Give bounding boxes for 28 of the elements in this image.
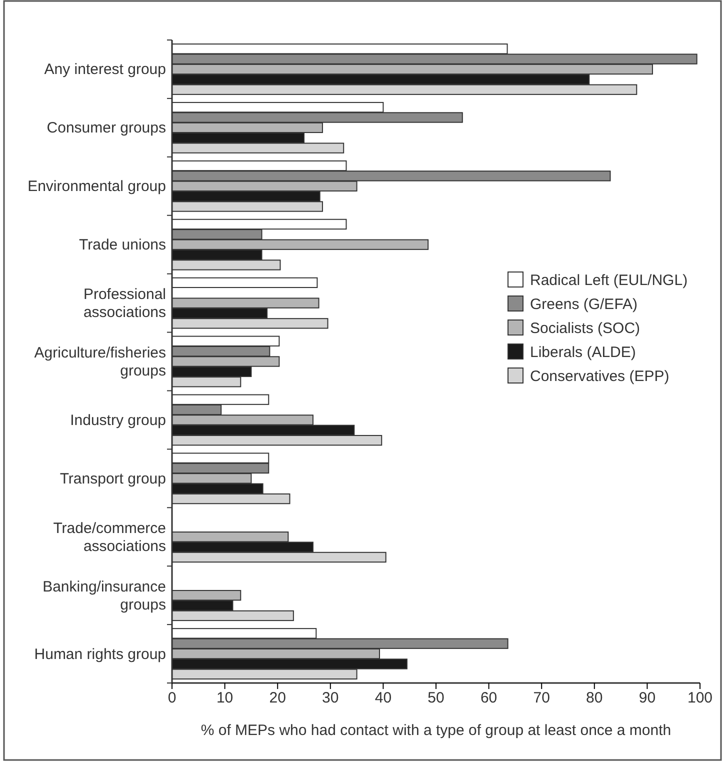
y-tick-label: Industry group (70, 412, 166, 429)
x-tick-label: 50 (428, 690, 444, 707)
legend-label: Greens (G/EFA) (530, 296, 638, 313)
x-tick-label: 40 (374, 690, 392, 707)
y-tick-label: Human rights group (34, 646, 166, 663)
legend-label: Liberals (ALDE) (530, 344, 636, 361)
x-axis-title: % of MEPs who had contact with a type of group at least once a month (200, 722, 672, 739)
y-tick-label: Any interest group (44, 61, 166, 78)
x-tick-label: 60 (480, 690, 498, 707)
x-tick-label: 90 (638, 690, 656, 707)
x-tick-label: 20 (269, 690, 286, 707)
y-tick-label: Environmental group (28, 178, 166, 196)
x-tick-label: 10 (216, 690, 234, 707)
y-tick-label: Banking/insurance groups (42, 578, 166, 614)
legend-label: Radical Left (EUL/NGL) (530, 272, 688, 289)
y-tick-label: Professional associations (83, 286, 166, 322)
y-tick-label: Trade unions (79, 236, 166, 254)
x-tick-label: 30 (322, 690, 339, 707)
x-tick-label: 100 (687, 690, 713, 707)
legend-label: Conservatives (EPP) (530, 368, 670, 385)
y-tick-label: Transport group (60, 470, 166, 488)
y-tick-label: Trade/commerce associations (53, 520, 166, 555)
y-tick-label: Consumer groups (46, 120, 166, 137)
y-tick-label: Agriculture/fisheries groups (34, 344, 166, 380)
x-tick-label: 70 (533, 690, 550, 707)
x-tick-label: 80 (586, 690, 603, 707)
x-tick-label: 0 (168, 690, 176, 707)
legend-label: Socialists (SOC) (530, 320, 640, 337)
